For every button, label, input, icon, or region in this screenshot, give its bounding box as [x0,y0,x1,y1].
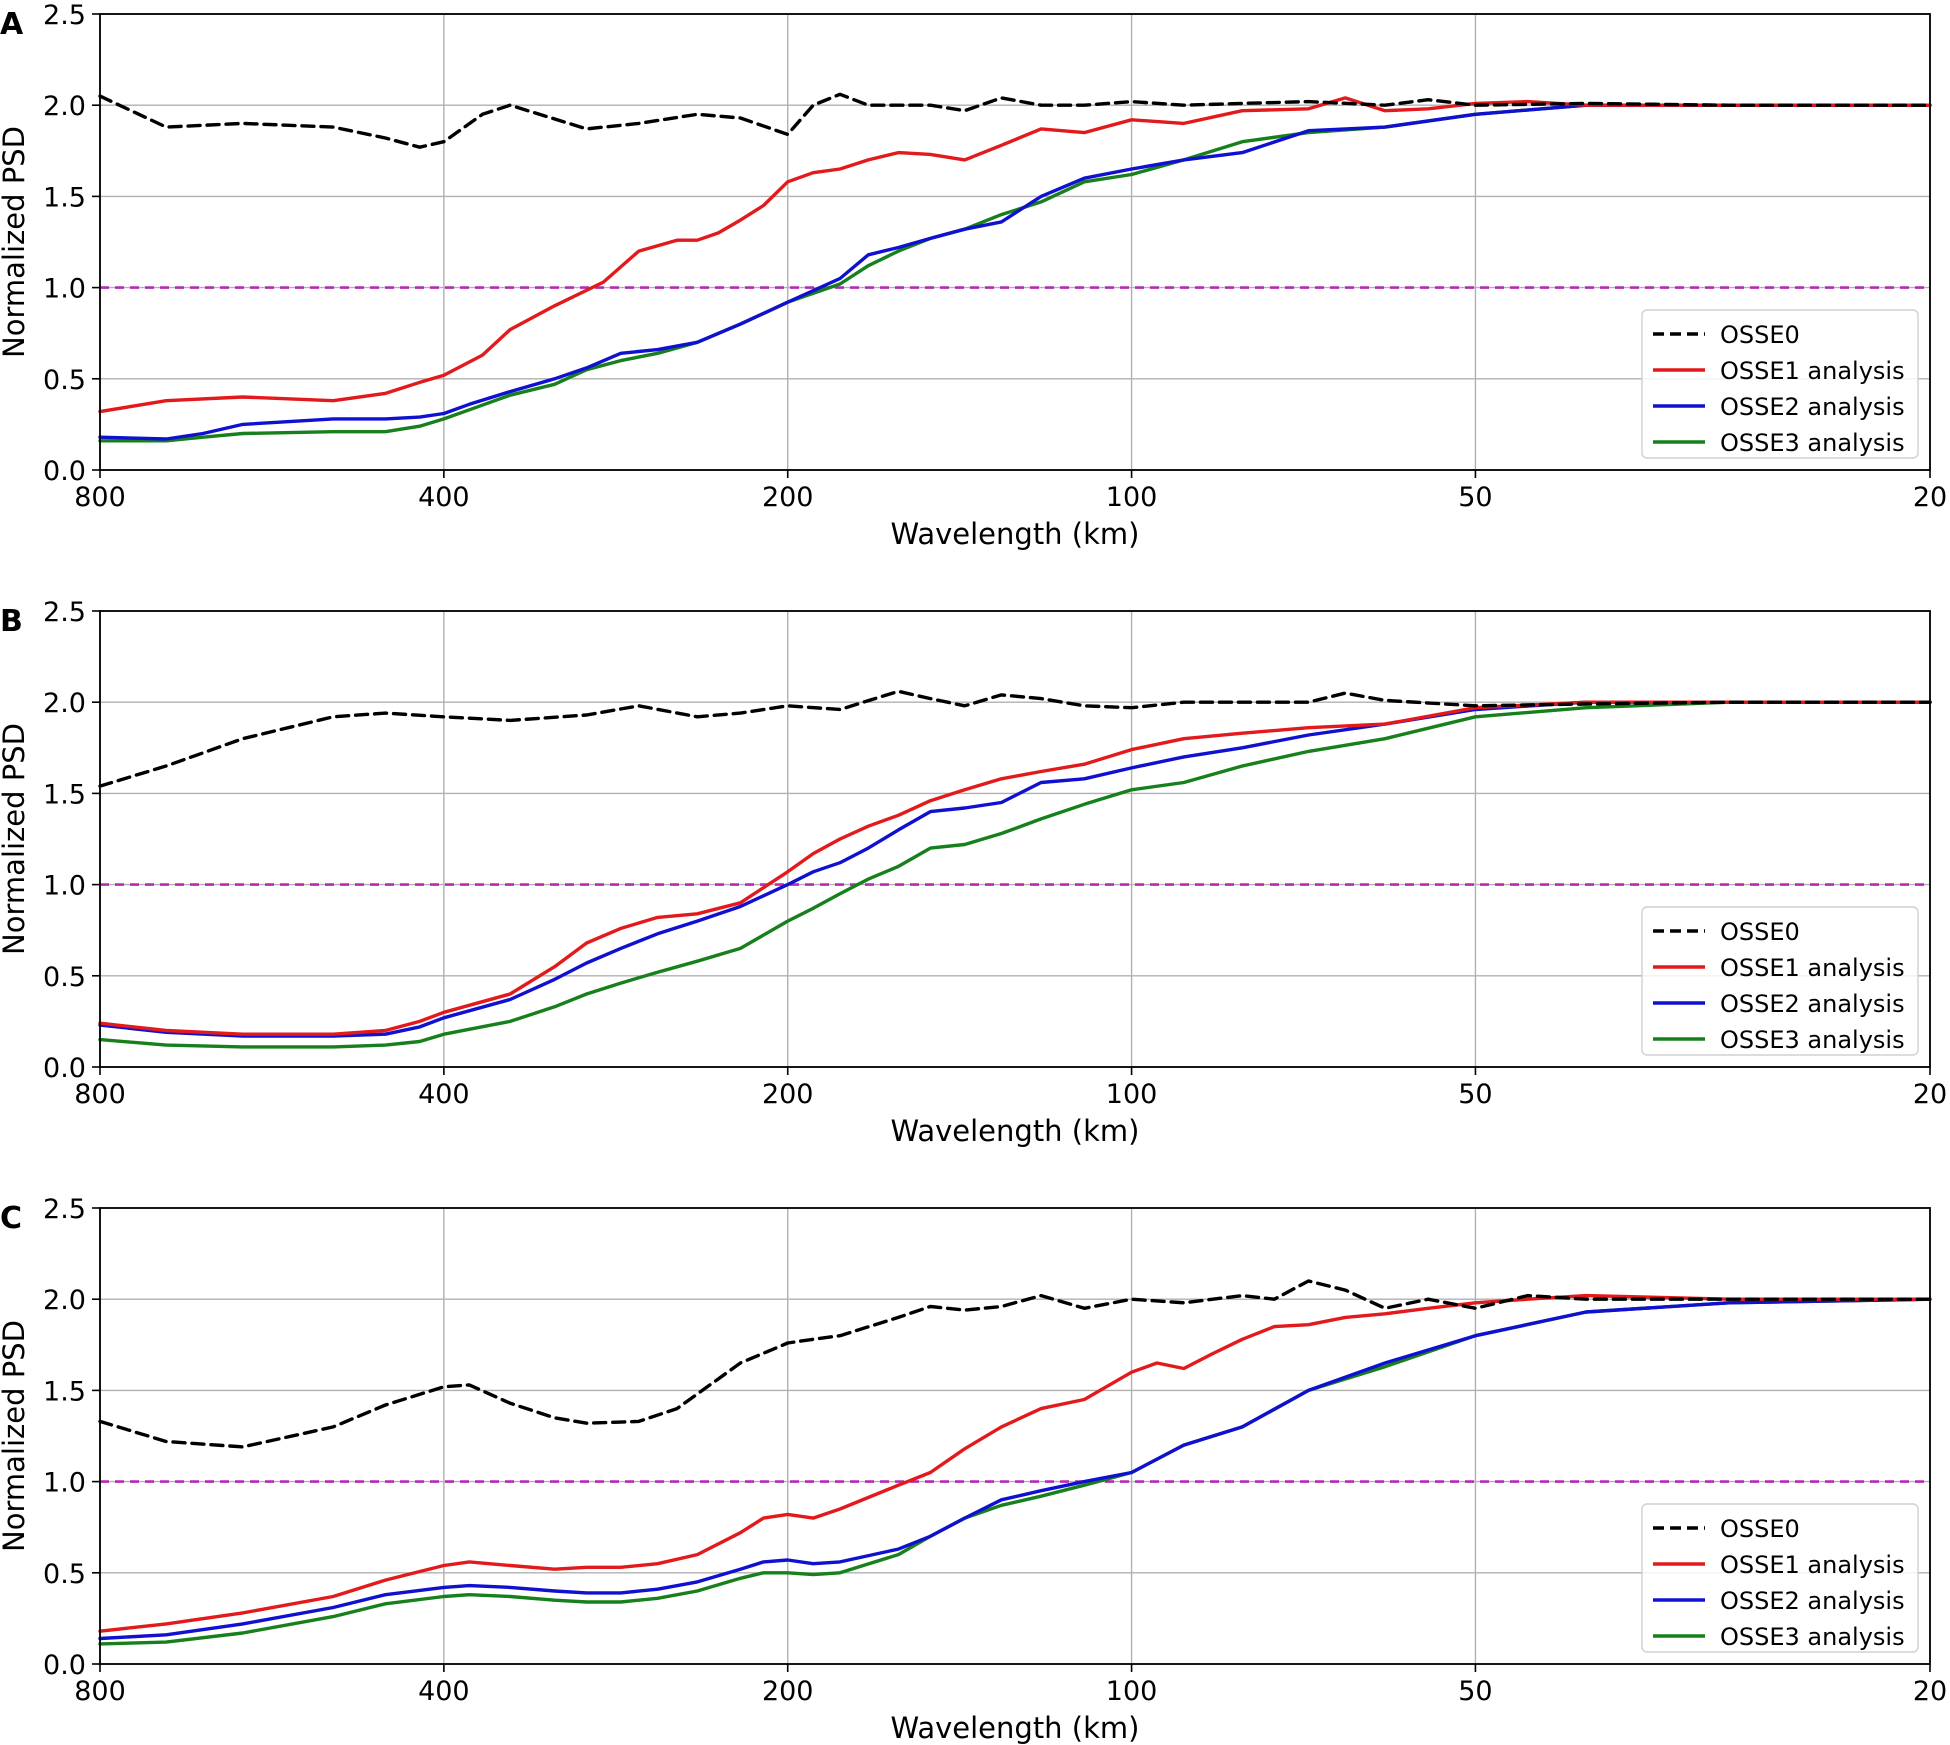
y-tick-label-2.5: 2.5 [43,597,86,628]
series-lines [98,92,1932,443]
y-tick-label-2.0: 2.0 [43,1285,86,1316]
y-tick-label-1.5: 1.5 [43,182,86,213]
legend-label-osse2-analysis: OSSE2 analysis [1720,990,1905,1018]
series-line-osse3-analysis [98,700,1932,1049]
series-line-osse1-analysis [98,1293,1932,1633]
y-tick-label-0.0: 0.0 [43,1053,86,1084]
x-tick-label-800: 800 [74,1079,126,1110]
legend: OSSE0 OSSE1 analysis OSSE2 analysis OSSE3 a… [1641,309,1919,459]
x-tick-label-400: 400 [418,1079,470,1110]
tick-labels: 800 400 200 100 50 20 0.0 0.5 1.0 1.5 2.0 2.5 [43,1194,1947,1707]
panel-letter-a: A [0,7,24,42]
legend-label-osse2-analysis: OSSE2 analysis [1720,393,1905,421]
x-tick-label-100: 100 [1106,1079,1158,1110]
legend: OSSE0 OSSE1 analysis OSSE2 analysis OSSE3 a… [1641,906,1919,1056]
x-tick-label-400: 400 [418,1676,470,1707]
x-tick-label-20: 20 [1913,1079,1947,1110]
y-tick-label-0.5: 0.5 [43,365,86,396]
y-tick-label-1.5: 1.5 [43,779,86,810]
y-tick-label-2.0: 2.0 [43,91,86,122]
y-tick-label-2.5: 2.5 [43,0,86,31]
legend-label-osse1-analysis: OSSE1 analysis [1720,954,1905,982]
x-tick-label-800: 800 [74,1676,126,1707]
y-tick-label-1.0: 1.0 [43,274,86,305]
series-line-osse2-analysis [98,1297,1932,1641]
x-axis-title: Wavelength (km) [891,1114,1140,1148]
legend-label-osse3-analysis: OSSE3 analysis [1720,1623,1905,1651]
x-tick-label-800: 800 [74,482,126,513]
x-tick-label-50: 50 [1458,482,1492,513]
y-tick-label-0.0: 0.0 [43,456,86,487]
x-tick-label-50: 50 [1458,1079,1492,1110]
legend-label-osse3-analysis: OSSE3 analysis [1720,1026,1905,1054]
x-tick-label-200: 200 [762,482,814,513]
panel-letter-c: C [0,1201,22,1236]
panel-c: 800 400 200 100 50 20 0.0 0.5 1.0 1.5 2.0 2.5 Wavele… [0,1194,1947,1745]
tick-labels: 800 400 200 100 50 20 0.0 0.5 1.0 1.5 2.0 2.5 [43,597,1947,1110]
series-lines [98,1279,1932,1646]
series-line-osse1-analysis [98,96,1932,414]
legend-box [1641,1503,1919,1653]
plot-frame [99,1207,1931,1665]
y-tick-label-2.0: 2.0 [43,688,86,719]
x-tick-label-100: 100 [1106,1676,1158,1707]
y-tick-label-0.5: 0.5 [43,1559,86,1590]
x-tick-label-100: 100 [1106,482,1158,513]
y-tick-label-1.0: 1.0 [43,871,86,902]
tick-labels: 800 400 200 100 50 20 0.0 0.5 1.0 1.5 2.0 2.5 [43,0,1947,513]
legend-label-osse2-analysis: OSSE2 analysis [1720,1587,1905,1615]
series-line-osse0 [98,689,1932,788]
legend-label-osse1-analysis: OSSE1 analysis [1720,357,1905,385]
legend-label-osse0: OSSE0 [1720,1515,1800,1543]
plot-frame [99,610,1931,1068]
series-line-osse3-analysis [98,103,1932,443]
legend-box [1641,906,1919,1056]
y-tick-label-1.5: 1.5 [43,1376,86,1407]
x-axis-title: Wavelength (km) [891,517,1140,551]
series-lines [98,689,1932,1049]
panel-letter-b: B [0,604,23,639]
y-axis-title: Normalized PSD [0,126,31,358]
y-tick-label-0.0: 0.0 [43,1650,86,1681]
legend: OSSE0 OSSE1 analysis OSSE2 analysis OSSE3 a… [1641,1503,1919,1653]
series-line-osse1-analysis [98,700,1932,1036]
y-tick-label-1.0: 1.0 [43,1468,86,1499]
y-axis-title: Normalized PSD [0,1320,31,1552]
legend-label-osse3-analysis: OSSE3 analysis [1720,429,1905,457]
y-tick-label-0.5: 0.5 [43,962,86,993]
x-tick-label-20: 20 [1913,482,1947,513]
x-tick-label-50: 50 [1458,1676,1492,1707]
panel-b: 800 400 200 100 50 20 0.0 0.5 1.0 1.5 2.0 2.5 Wavele… [0,597,1947,1148]
y-axis-title: Normalized PSD [0,723,31,955]
panel-a: 800 400 200 100 50 20 0.0 0.5 1.0 1.5 2.0 2.5 Wavele… [0,0,1947,551]
legend-label-osse1-analysis: OSSE1 analysis [1720,1551,1905,1579]
x-tick-label-20: 20 [1913,1676,1947,1707]
y-tick-label-2.5: 2.5 [43,1194,86,1225]
legend-label-osse0: OSSE0 [1720,918,1800,946]
series-line-osse2-analysis [98,103,1932,441]
x-tick-label-400: 400 [418,482,470,513]
legend-label-osse0: OSSE0 [1720,321,1800,349]
legend-box [1641,309,1919,459]
x-tick-label-200: 200 [762,1079,814,1110]
series-line-osse2-analysis [98,700,1932,1038]
series-line-osse0 [98,1279,1932,1449]
plot-frame [99,13,1931,471]
x-axis-title: Wavelength (km) [891,1711,1140,1745]
x-tick-label-200: 200 [762,1676,814,1707]
